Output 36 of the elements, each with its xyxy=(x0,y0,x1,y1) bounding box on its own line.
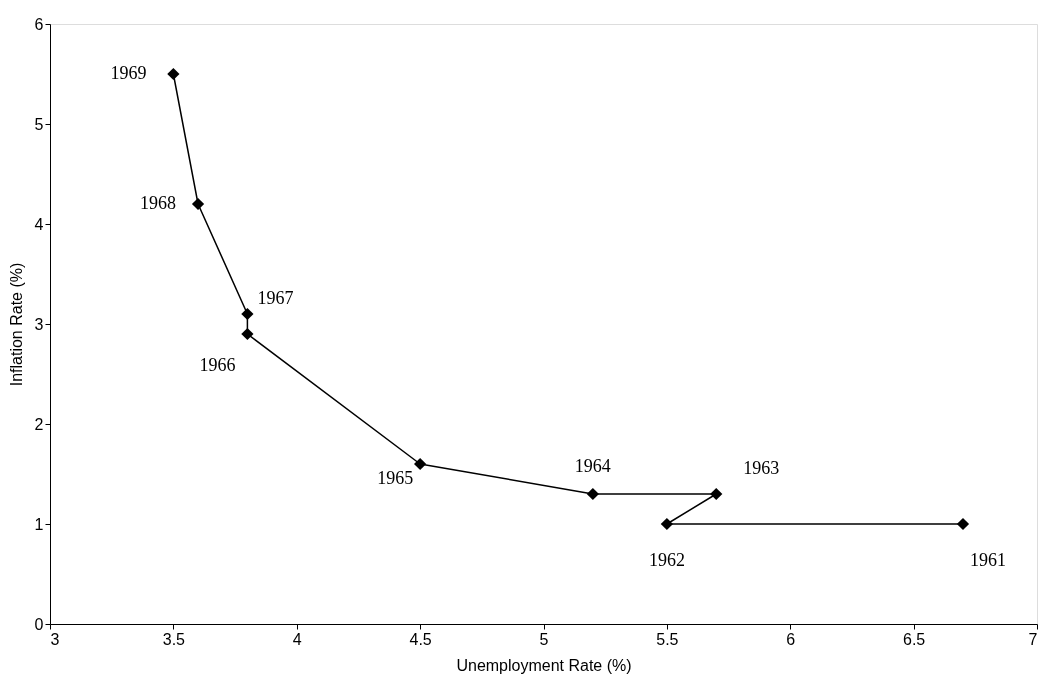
point xyxy=(586,487,599,501)
annotation: 1961 xyxy=(969,550,1006,570)
y-tick-label: 1 xyxy=(34,515,44,533)
x-tick-label: 5.5 xyxy=(656,630,679,648)
point xyxy=(956,517,970,531)
point xyxy=(414,457,427,471)
x-tick-label: 6 xyxy=(786,630,796,648)
x-tick-label: 3 xyxy=(50,630,60,648)
y-tick-label: 4 xyxy=(34,215,44,233)
point xyxy=(167,67,180,81)
annotation: 1968 xyxy=(140,193,177,213)
annotation: 1967 xyxy=(257,288,294,308)
x-tick-label: 5 xyxy=(539,630,549,648)
y-tick-label: 3 xyxy=(34,315,44,333)
annotation: 1965 xyxy=(377,468,414,488)
y-axis-title: Inflation Rate (%) xyxy=(7,262,25,387)
annotation: 1962 xyxy=(648,550,685,570)
point xyxy=(241,307,254,321)
annotation: 1964 xyxy=(574,456,611,476)
annotation: 1966 xyxy=(199,355,236,375)
x-tick-label: 4 xyxy=(292,630,302,648)
annotation: 1963 xyxy=(743,458,780,478)
x-tick-label: 3.5 xyxy=(162,630,186,648)
y-tick-label: 2 xyxy=(34,415,44,433)
x-tick-label: 6.5 xyxy=(903,630,926,648)
y-tick-label: 0 xyxy=(34,615,44,633)
annotation: 1969 xyxy=(110,63,147,83)
point xyxy=(660,517,673,531)
x-axis-title: Unemployment Rate (%) xyxy=(456,656,632,674)
point xyxy=(241,327,254,341)
x-tick-label: 7 xyxy=(1028,630,1038,648)
point xyxy=(710,487,723,501)
point xyxy=(191,197,205,211)
x-tick-label: 4.5 xyxy=(409,630,432,648)
y-tick-label: 6 xyxy=(34,15,44,33)
y-tick-label: 5 xyxy=(34,115,44,133)
